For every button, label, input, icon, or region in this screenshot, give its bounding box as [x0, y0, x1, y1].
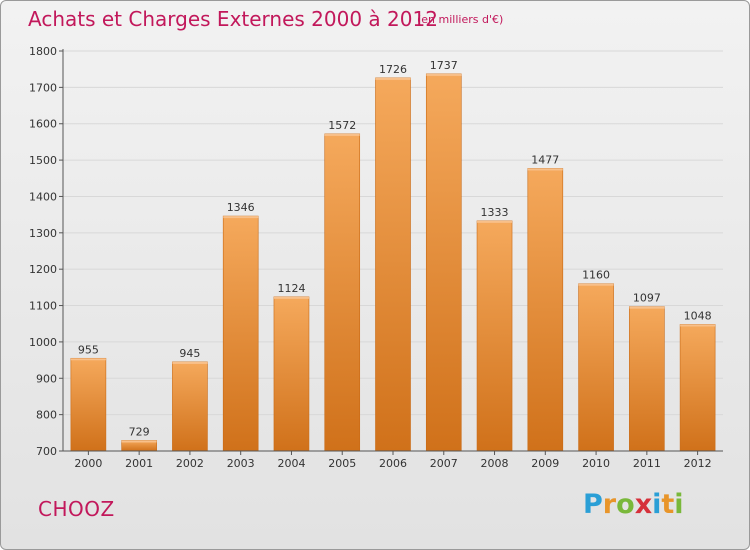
- chart-title: Achats et Charges Externes 2000 à 2012: [28, 7, 438, 31]
- bar-highlight: [527, 168, 563, 171]
- x-tick-label: 2001: [125, 457, 153, 470]
- bar-2005: [324, 133, 361, 452]
- value-label-2012: 1048: [684, 309, 712, 322]
- x-tick-label: 2003: [227, 457, 255, 470]
- commune-name: CHOOZ: [38, 497, 115, 521]
- bars: 955 729 945 1346 1124 1572 1726 1737 1333 1477 116…: [70, 59, 716, 452]
- x-tick-label: 2004: [277, 457, 305, 470]
- bar-2007: [425, 73, 462, 452]
- x-tick-label: 2007: [430, 457, 458, 470]
- value-label-2006: 1726: [379, 63, 407, 76]
- value-label-2002: 945: [179, 347, 200, 360]
- bar-2000: [70, 357, 107, 452]
- x-tick-label: 2011: [633, 457, 661, 470]
- bar-highlight: [629, 306, 665, 309]
- bar-2002: [172, 361, 208, 452]
- value-label-2011: 1097: [633, 292, 661, 305]
- logo-letter: i: [674, 489, 684, 520]
- x-tick-label: 2000: [74, 457, 102, 470]
- logo-letter: x: [634, 489, 653, 520]
- value-label-2003: 1346: [227, 201, 255, 214]
- value-label-2007: 1737: [430, 59, 458, 72]
- bar-2004: [273, 296, 310, 452]
- x-tick-label: 2009: [531, 457, 559, 470]
- x-tick-label: 2002: [176, 457, 204, 470]
- proxiti-logo: Proxiti: [583, 489, 684, 520]
- bar-highlight: [223, 216, 259, 219]
- y-tick-label: 1200: [29, 263, 57, 276]
- chart-subtitle: (en milliers d'€): [417, 13, 504, 26]
- bar-highlight: [578, 283, 614, 286]
- x-tick-label: 2005: [328, 457, 356, 470]
- y-tick-label: 1400: [29, 190, 57, 203]
- bar-highlight: [426, 73, 462, 76]
- bar-highlight: [172, 361, 208, 364]
- logo-letter: o: [616, 489, 635, 520]
- bar-highlight: [70, 358, 106, 361]
- value-label-2001: 729: [129, 425, 150, 438]
- value-label-2000: 955: [78, 343, 99, 356]
- bar-highlight: [273, 296, 309, 299]
- bar-2006: [375, 77, 411, 452]
- y-tick-label: 1700: [29, 81, 57, 94]
- value-label-2009: 1477: [531, 153, 559, 166]
- x-tick-label: 2012: [684, 457, 712, 470]
- value-label-2008: 1333: [481, 206, 509, 219]
- axes: 700 800 900 1000 1100 1200 1300 1400 1500 1600 170…: [29, 45, 723, 470]
- y-tick-label: 900: [36, 372, 57, 385]
- bar-highlight: [375, 77, 411, 80]
- y-tick-label: 1100: [29, 300, 57, 313]
- bar-highlight: [477, 220, 513, 223]
- y-tick-label: 1300: [29, 227, 57, 240]
- bar-2012: [679, 324, 716, 452]
- logo-letter: i: [652, 489, 662, 520]
- y-tick-label: 1600: [29, 118, 57, 131]
- x-tick-label: 2006: [379, 457, 407, 470]
- y-tick-label: 1800: [29, 45, 57, 58]
- value-label-2005: 1572: [328, 119, 356, 132]
- logo-letter: t: [661, 489, 675, 520]
- bar-highlight: [324, 133, 360, 136]
- y-tick-label: 1000: [29, 336, 57, 349]
- value-label-2004: 1124: [277, 282, 305, 295]
- y-tick-label: 1500: [29, 154, 57, 167]
- logo-letter: r: [602, 489, 617, 520]
- bar-2003: [222, 215, 259, 452]
- x-tick-label: 2008: [481, 457, 509, 470]
- bar-2009: [527, 168, 564, 452]
- bar-highlight: [680, 324, 716, 327]
- logo-letter: P: [583, 489, 603, 520]
- bar-2011: [629, 306, 665, 452]
- bar-2010: [578, 283, 614, 452]
- y-tick-label: 800: [36, 409, 57, 422]
- y-tick-label: 700: [36, 445, 57, 458]
- bar-highlight: [121, 440, 157, 443]
- x-tick-label: 2010: [582, 457, 610, 470]
- value-label-2010: 1160: [582, 269, 610, 282]
- bar-2008: [476, 220, 513, 452]
